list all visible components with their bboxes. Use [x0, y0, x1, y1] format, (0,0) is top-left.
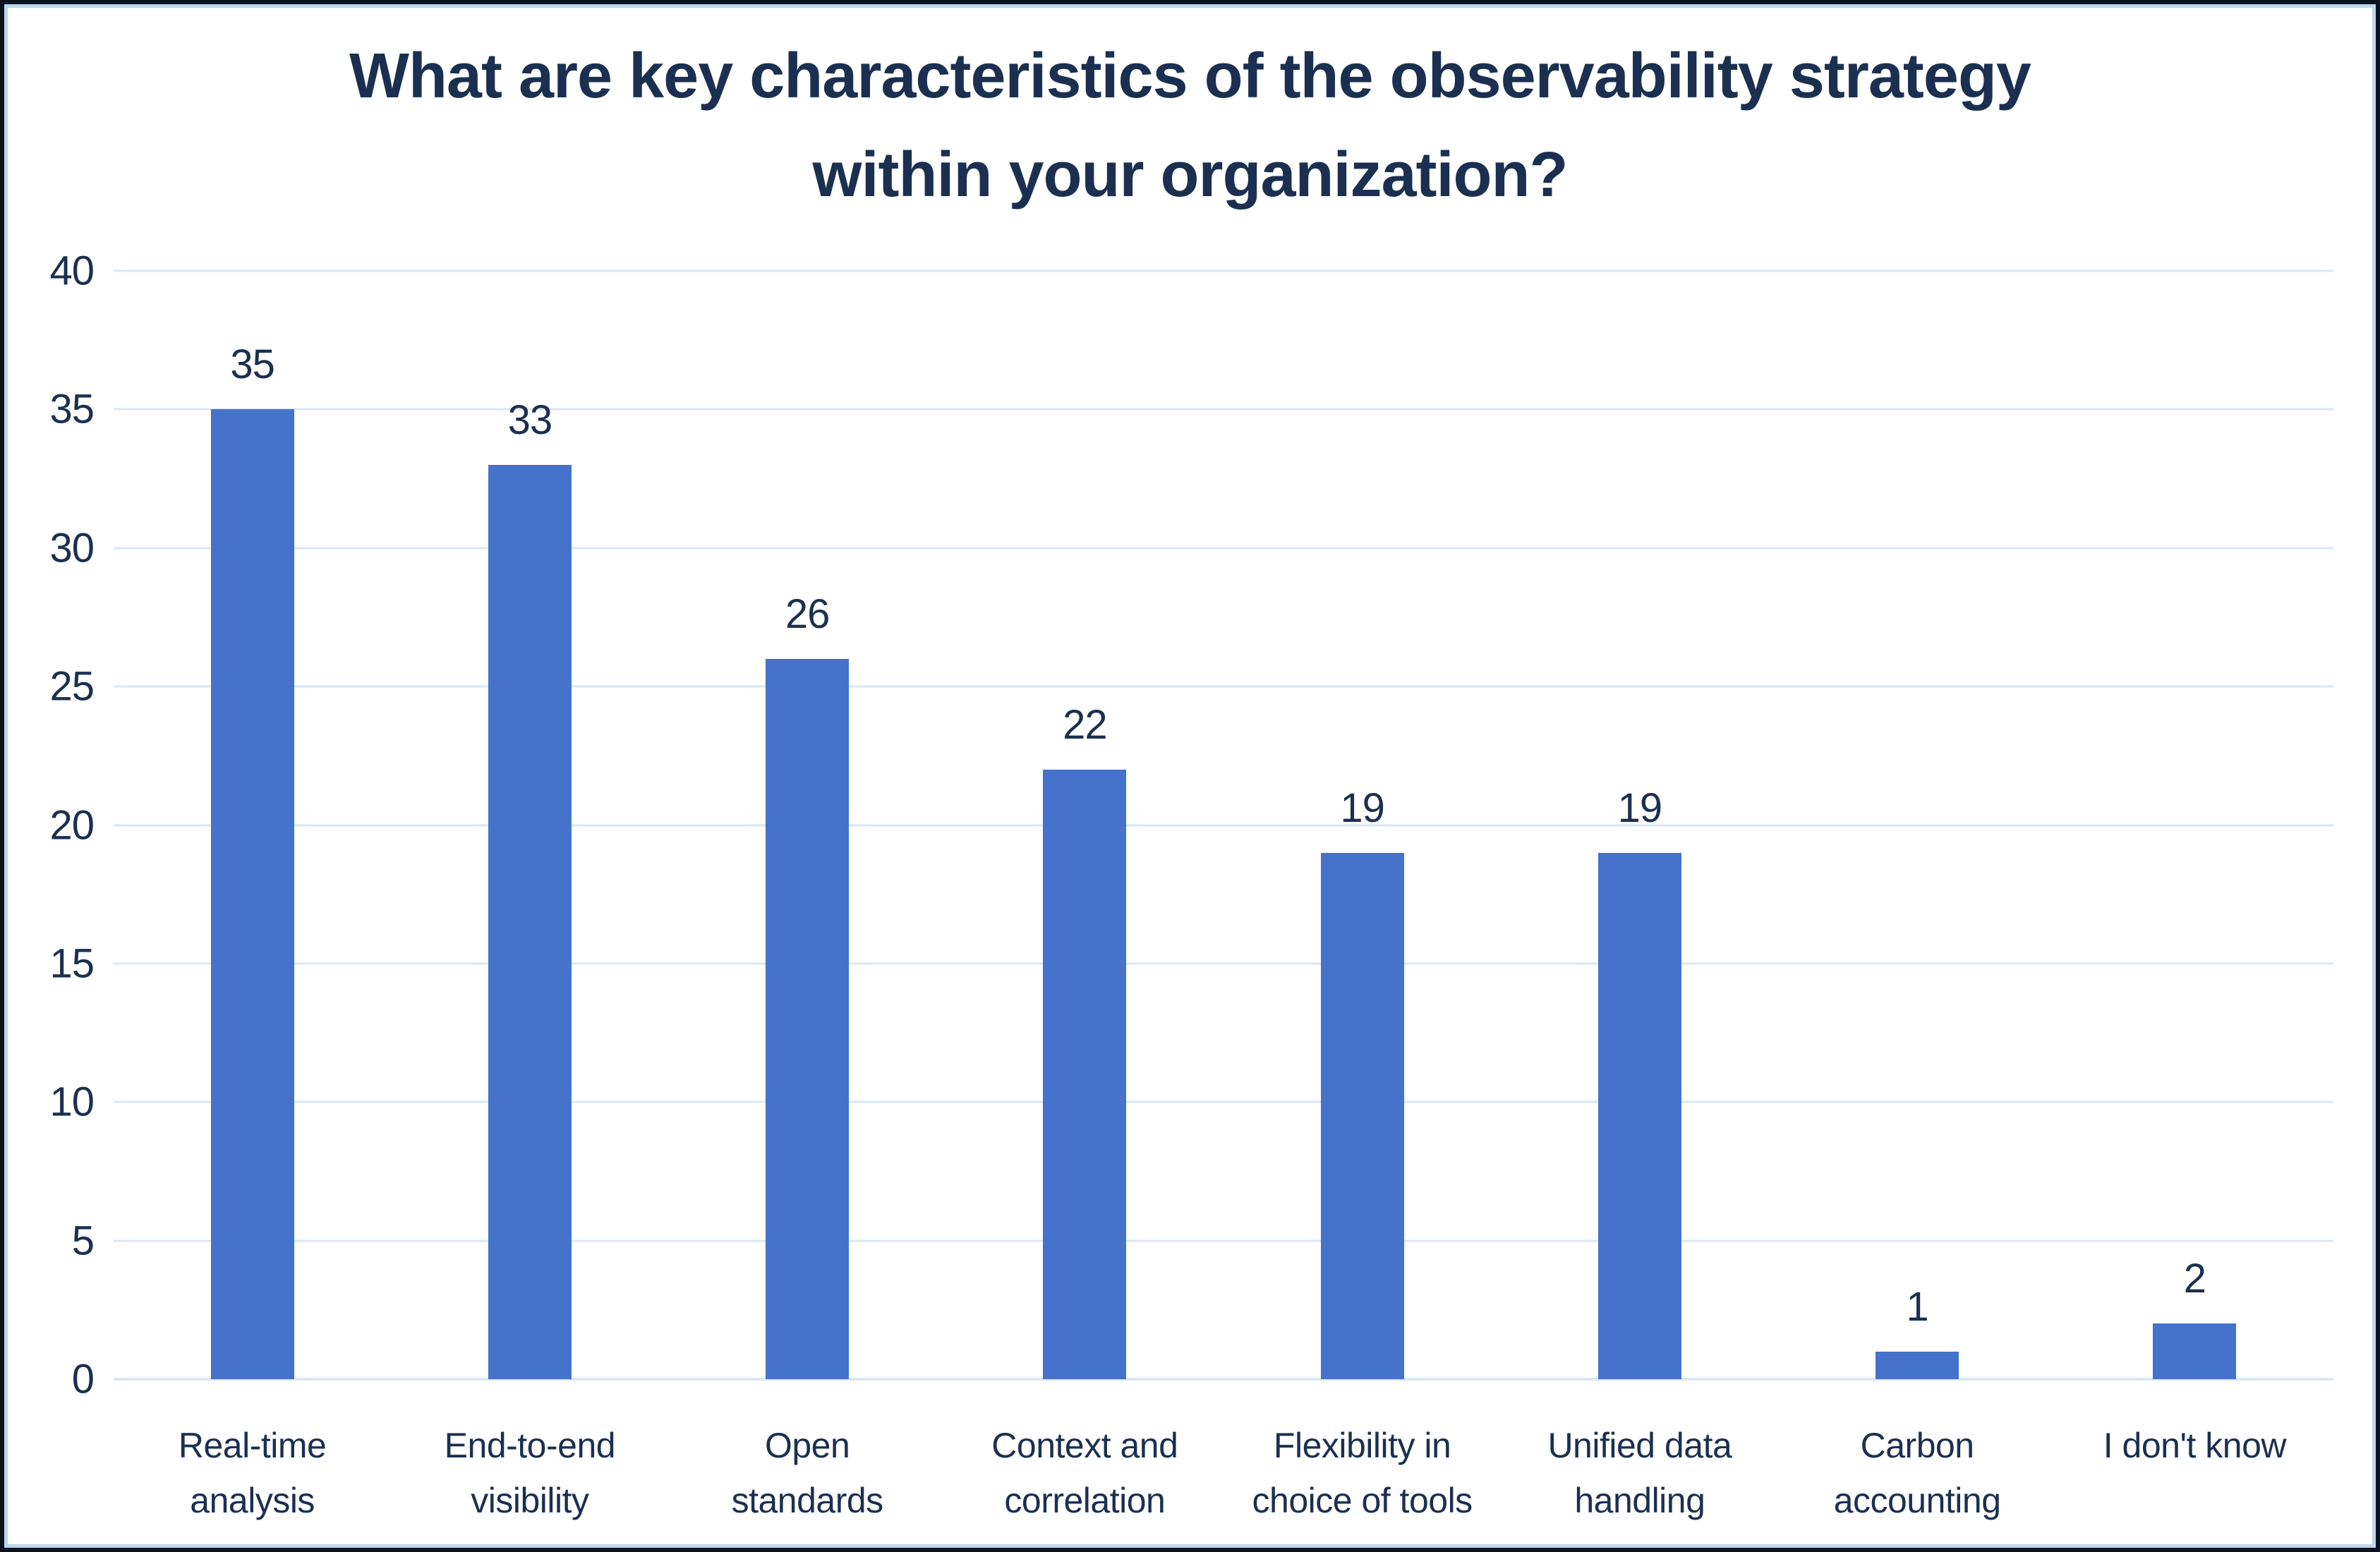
bar [210, 409, 294, 1379]
x-category-label-text: Carbon accounting [1833, 1426, 2001, 1520]
bar [1043, 769, 1127, 1379]
x-category-label: I don't know [2056, 1419, 2333, 1528]
bar-group: 2 [2056, 271, 2333, 1379]
y-tick-label-25: 25 [49, 663, 95, 710]
bar-value-label: 33 [507, 396, 553, 443]
x-category-label-text: I don't know [2103, 1426, 2287, 1465]
bar [1875, 1351, 1959, 1379]
x-category-label-text: Flexibility in choice of tools [1252, 1426, 1473, 1520]
gridline-30 [114, 547, 2333, 550]
bar-group: 19 [1501, 271, 1778, 1379]
x-category-label-text: End-to-end visibility [444, 1426, 616, 1520]
x-category-label: Carbon accounting [1779, 1419, 2056, 1528]
bar-group: 1 [1779, 271, 2056, 1379]
bar-value-label: 35 [230, 341, 275, 388]
plot-area: 35 33 26 22 19 19 1 2 [114, 269, 2333, 1381]
gridline-15 [114, 962, 2333, 965]
bar-group: 22 [946, 271, 1224, 1379]
bar [488, 464, 572, 1379]
bar-group: 26 [669, 271, 946, 1379]
bar-value-label: 2 [2183, 1256, 2206, 1302]
bar-value-label: 22 [1063, 701, 1108, 748]
y-tick-label-15: 15 [49, 940, 95, 987]
y-tick-label-35: 35 [49, 386, 95, 432]
chart-area: What are key characteristics of the obse… [4, 4, 2376, 1548]
y-tick-label-10: 10 [49, 1079, 95, 1125]
gridline-25 [114, 685, 2333, 688]
x-category-label: Open standards [669, 1419, 946, 1528]
x-category-label-text: Context and correlation [991, 1426, 1178, 1520]
bar-value-label: 26 [785, 590, 830, 637]
bar-value-label: 1 [1906, 1283, 1928, 1330]
bar [2153, 1323, 2237, 1379]
gridline-0 [114, 1378, 2333, 1381]
gridline-20 [114, 824, 2333, 826]
bar-group: 35 [114, 271, 391, 1379]
x-category-label-text: Real-time analysis [178, 1426, 327, 1520]
x-axis: Real-time analysis End-to-end visibility O… [114, 1419, 2333, 1528]
bar-series: 35 33 26 22 19 19 1 2 [114, 271, 2333, 1379]
x-category-label: Flexibility in choice of tools [1224, 1419, 1501, 1528]
y-tick-label-20: 20 [49, 802, 95, 848]
y-tick-label-0: 0 [71, 1356, 95, 1402]
bar-group: 19 [1224, 271, 1501, 1379]
gridline-10 [114, 1101, 2333, 1103]
bar [766, 658, 850, 1379]
chart-title: What are key characteristics of the obse… [349, 41, 2031, 210]
bar-value-label: 19 [1617, 784, 1663, 831]
gridline-5 [114, 1239, 2333, 1242]
bar-group: 33 [391, 271, 668, 1379]
bar [1597, 852, 1681, 1379]
y-tick-label-40: 40 [49, 248, 95, 294]
x-category-label: Unified data handling [1501, 1419, 1778, 1528]
gridline-35 [114, 408, 2333, 411]
bar-value-label: 19 [1340, 784, 1385, 831]
y-tick-label-5: 5 [71, 1218, 95, 1264]
x-category-label: Real-time analysis [114, 1419, 391, 1528]
y-axis: 0 5 10 15 20 25 30 35 40 [8, 248, 95, 1402]
x-category-label: Context and correlation [946, 1419, 1224, 1528]
x-category-label-text: Open standards [731, 1426, 884, 1520]
x-category-label: End-to-end visibility [391, 1419, 668, 1528]
x-category-label-text: Unified data handling [1547, 1426, 1732, 1520]
y-tick-label-30: 30 [49, 525, 95, 571]
bar [1320, 852, 1404, 1379]
gridline-40 [114, 269, 2333, 272]
